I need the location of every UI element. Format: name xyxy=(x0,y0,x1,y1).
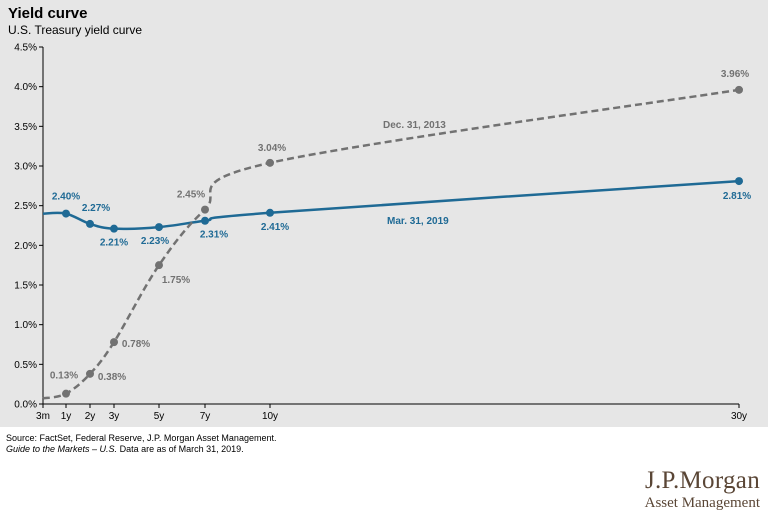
y-tick-label: 2.0% xyxy=(14,241,37,252)
mar-2019-point xyxy=(62,209,70,218)
y-tick-label: 0.5% xyxy=(14,360,37,371)
y-tick-label: 4.0% xyxy=(14,82,37,93)
chart-panel xyxy=(0,0,768,427)
dec-2013-line xyxy=(42,88,740,400)
source-line: Source: FactSet, Federal Reserve, J.P. M… xyxy=(6,433,277,443)
x-tick-label: 2y xyxy=(85,411,96,422)
x-tick-label: 1y xyxy=(61,411,72,422)
x-tick-label: 10y xyxy=(262,411,278,422)
chart-title: Yield curve xyxy=(8,5,88,22)
mar-2019-series-name: Mar. 31, 2019 xyxy=(387,216,449,227)
mar-2019-data-label: 2.40% xyxy=(52,192,80,203)
dec-2013-data-label: 3.96% xyxy=(721,69,749,80)
mar-2019-data-label: 2.27% xyxy=(82,203,110,214)
x-tick-label: 3y xyxy=(109,411,120,422)
y-tick-label: 0.0% xyxy=(14,400,37,411)
guide-line: Guide to the Markets – U.S. Data are as … xyxy=(6,444,276,455)
jpmorgan-logo: J.P.Morgan Asset Management xyxy=(645,468,760,512)
mar-2019-point xyxy=(735,177,743,186)
dec-2013-point xyxy=(62,389,70,398)
dec-2013-point xyxy=(86,369,94,378)
mar-2019-point xyxy=(201,216,209,225)
y-tick-label: 4.5% xyxy=(14,43,37,54)
series-names: Mar. 31, 2019 Dec. 31, 2013 xyxy=(383,120,449,227)
yield-curve-chart: 0.0% 0.5% 1.0% 1.5% 2.0% 2.5% 3.0% 3.5% 4.0% 4.5%… xyxy=(14,43,751,423)
y-tick-label: 3.5% xyxy=(14,122,37,133)
dec-2013-series-name: Dec. 31, 2013 xyxy=(383,120,446,131)
dec-2013-point xyxy=(201,205,209,214)
dec-2013-data-label: 1.75% xyxy=(162,275,190,286)
mar-2019-line xyxy=(42,179,740,231)
guide-date: Data are as of March 31, 2019. xyxy=(117,444,244,454)
source-note: Source: FactSet, Federal Reserve, J.P. M… xyxy=(6,433,276,455)
dec-2013-data-label: 0.13% xyxy=(50,371,78,382)
logo-name: J.P.Morgan xyxy=(644,467,760,494)
mar-2019-point xyxy=(155,223,163,232)
dec-2013-point xyxy=(110,338,118,347)
dec-2013-point xyxy=(735,85,743,94)
data-labels: 2.40%2.27% 2.21% 2.23% 2.31% 2.41% 2.81% 0.13%… xyxy=(50,69,751,383)
x-tick-label: 3m xyxy=(36,411,50,422)
mar-2019-point xyxy=(266,208,274,217)
dec-2013-data-label: 0.38% xyxy=(98,372,126,383)
guide-title: Guide to the Markets – U.S. xyxy=(6,444,118,454)
x-tick-label: 5y xyxy=(154,411,165,422)
logo-subtitle: Asset Management xyxy=(644,495,760,511)
series-layer xyxy=(42,85,743,400)
dec-2013-data-label: 3.04% xyxy=(258,143,286,154)
chart-subtitle: U.S. Treasury yield curve xyxy=(8,23,143,37)
y-tick-label: 3.0% xyxy=(14,162,37,173)
y-tick-label: 2.5% xyxy=(14,201,37,212)
y-axis: 0.0% 0.5% 1.0% 1.5% 2.0% 2.5% 3.0% 3.5% 4.0% 4.5% xyxy=(14,43,44,411)
mar-2019-point xyxy=(110,224,118,233)
mar-2019-data-label: 2.21% xyxy=(100,238,128,249)
mar-2019-data-label: 2.23% xyxy=(141,236,169,247)
x-tick-label: 30y xyxy=(731,411,747,422)
dec-2013-point xyxy=(155,261,163,270)
y-tick-label: 1.0% xyxy=(14,320,37,331)
y-tick-label: 1.5% xyxy=(14,281,37,292)
mar-2019-data-label: 2.41% xyxy=(261,222,289,233)
x-axis: 3m 1y 2y 3y 5y 7y 10y 30y xyxy=(36,403,747,422)
x-tick-label: 7y xyxy=(200,411,211,422)
dec-2013-data-label: 0.78% xyxy=(122,339,150,350)
dec-2013-data-label: 2.45% xyxy=(177,190,205,201)
mar-2019-point xyxy=(86,219,94,228)
mar-2019-data-label: 2.81% xyxy=(723,191,751,202)
dec-2013-point xyxy=(266,158,274,167)
mar-2019-data-label: 2.31% xyxy=(200,230,228,241)
